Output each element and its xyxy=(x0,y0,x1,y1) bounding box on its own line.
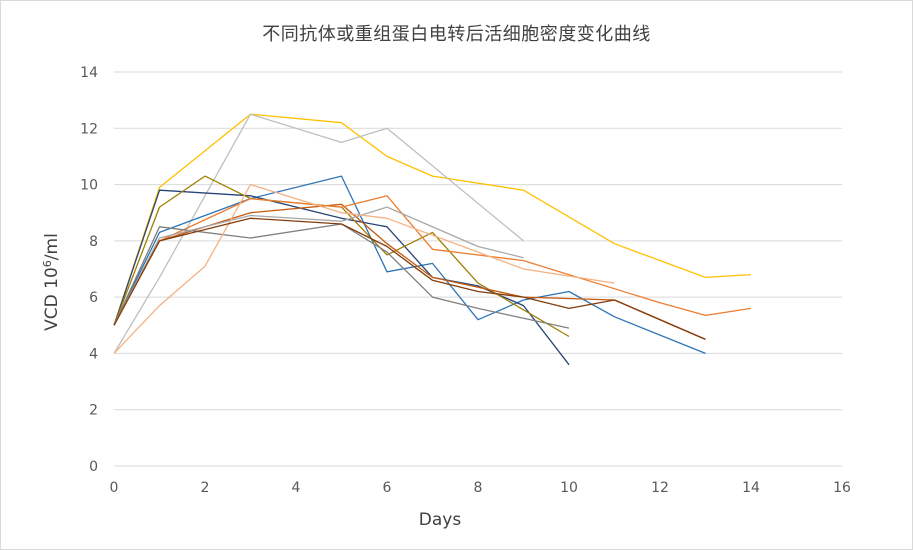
series-line-4 xyxy=(113,189,570,366)
series-line-10 xyxy=(113,183,615,354)
y-tick-label: 0 xyxy=(89,459,98,475)
y-axis-title-sup: 6 xyxy=(41,260,54,267)
y-tick-label: 4 xyxy=(89,346,98,362)
y-tick-label: 2 xyxy=(89,403,98,419)
series-line-7 xyxy=(113,195,752,326)
y-axis-title: VCD 106/ml xyxy=(41,233,62,331)
series-lines xyxy=(113,113,752,366)
x-tick-labels: 0 2 4 6 8 10 12 14 16 xyxy=(110,480,851,496)
x-tick-label: 0 xyxy=(110,480,119,496)
y-tick-label: 10 xyxy=(80,178,98,194)
y-tick-label: 12 xyxy=(80,121,98,137)
series-line-3 xyxy=(113,175,706,355)
x-tick-label: 4 xyxy=(292,480,301,496)
series-line-8 xyxy=(113,223,570,329)
series-line-9 xyxy=(113,206,524,326)
y-tick-label: 14 xyxy=(80,65,98,81)
gridlines xyxy=(114,71,842,467)
y-axis-title-tail: /ml xyxy=(42,233,62,260)
x-tick-label: 2 xyxy=(201,480,210,496)
x-tick-label: 8 xyxy=(474,480,483,496)
x-tick-label: 16 xyxy=(833,480,851,496)
series-line-1 xyxy=(113,113,752,326)
x-tick-label: 6 xyxy=(383,480,392,496)
y-tick-label: 6 xyxy=(89,290,98,306)
series-line-2 xyxy=(113,113,524,354)
y-tick-labels: 0 2 4 6 8 10 12 14 xyxy=(80,65,98,475)
series-line-11 xyxy=(113,217,706,340)
x-tick-label: 14 xyxy=(742,480,760,496)
chart-title: 不同抗体或重组蛋白电转后活细胞密度变化曲线 xyxy=(262,24,651,45)
series-line-5 xyxy=(113,175,570,338)
x-tick-label: 12 xyxy=(651,480,669,496)
x-axis-title: Days xyxy=(419,510,462,530)
y-axis-title-main: VCD 10 xyxy=(42,267,62,331)
series-line-6 xyxy=(113,203,706,340)
x-tick-label: 10 xyxy=(560,480,578,496)
y-tick-label: 8 xyxy=(89,234,98,250)
